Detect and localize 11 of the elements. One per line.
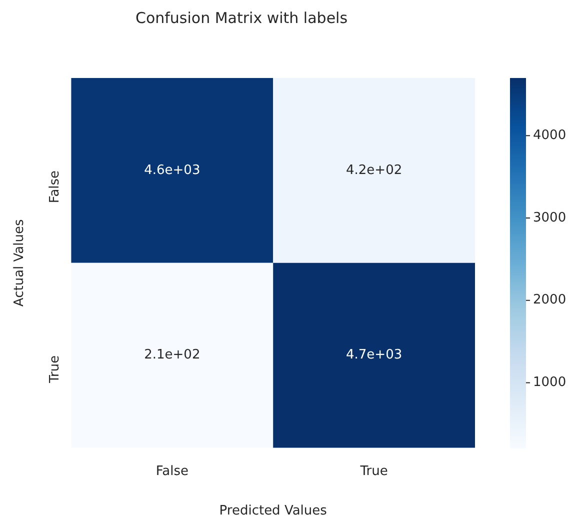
data-label: 4.6e+03 — [144, 162, 200, 178]
data-label: 4.2e+02 — [346, 162, 402, 178]
x-axis-title: Predicted Values — [219, 504, 328, 519]
chart-title: Confusion Matrix with labels — [135, 8, 348, 27]
color-bar-label: 4000 — [533, 128, 566, 144]
color-bar-label: 2000 — [533, 292, 566, 308]
data-label: 4.7e+03 — [346, 348, 402, 363]
color-bar-label: 1000 — [533, 375, 566, 390]
color-bar-label: 3000 — [533, 210, 566, 226]
y-axis-title: Actual Values — [12, 219, 28, 307]
data-label: 2.1e+02 — [144, 348, 200, 363]
